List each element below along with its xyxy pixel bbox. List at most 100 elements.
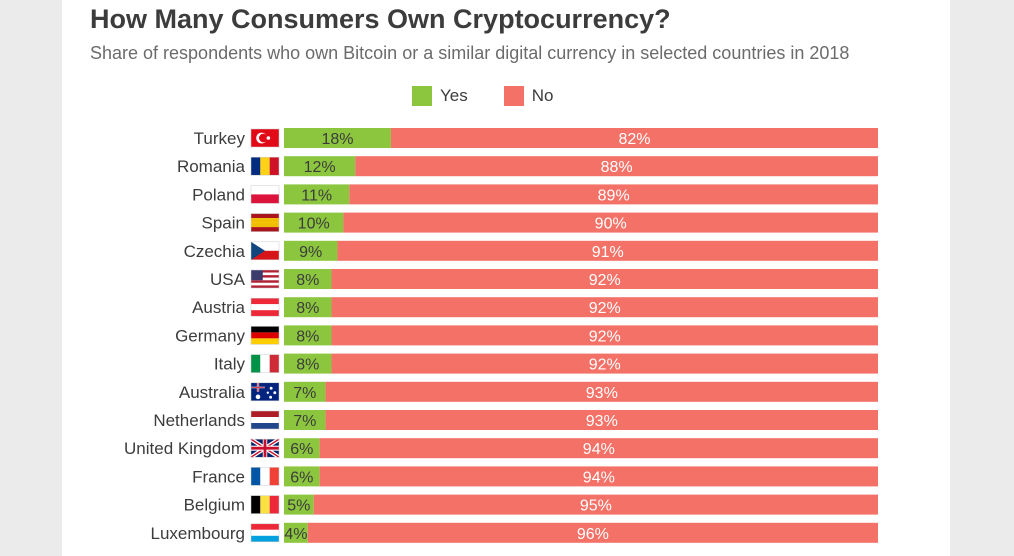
category-label: Italy	[214, 355, 246, 374]
bar-yes	[284, 353, 332, 374]
bar-no	[337, 240, 879, 261]
legend-label-yes: Yes	[440, 86, 468, 105]
data-label-yes: 6%	[290, 469, 313, 486]
spain-flag-icon	[250, 213, 280, 232]
chart-title: How Many Consumers Own Cryptocurrency?	[90, 4, 671, 34]
legend: Yes No	[412, 85, 553, 107]
czechia-flag-icon	[250, 241, 280, 261]
bar-row-netherlands: Netherlands 7% 93%	[153, 410, 879, 430]
australia-flag-icon	[250, 382, 280, 402]
uk-flag-icon	[249, 437, 281, 459]
data-label-yes: 7%	[293, 413, 316, 430]
italy-flag-icon	[250, 354, 280, 373]
bar-yes	[284, 128, 391, 148]
legend-swatch-no	[503, 86, 524, 106]
data-label-no: 91%	[592, 244, 624, 261]
category-label: France	[192, 467, 245, 486]
bar-no	[325, 381, 879, 402]
bar-yes	[284, 381, 326, 402]
data-label-no: 94%	[583, 469, 615, 486]
france-flag-icon	[250, 467, 280, 486]
bar-yes	[284, 522, 308, 543]
bar-row-austria: Austria 8% 92%	[192, 297, 878, 318]
bar-row-germany: Germany 8% 92%	[175, 325, 878, 346]
bar-yes	[284, 240, 338, 261]
category-label: Czechia	[184, 242, 246, 261]
category-label: Luxembourg	[150, 524, 245, 543]
austria-flag-icon	[250, 297, 280, 317]
data-label-no: 82%	[618, 131, 650, 148]
bar-row-romania: Romania 12% 88%	[177, 156, 878, 177]
bar-row-czechia: Czechia 9% 91%	[184, 240, 879, 261]
germany-flag-icon	[250, 326, 280, 345]
legend-item-no: No	[503, 86, 554, 106]
bar-no	[390, 128, 878, 148]
bar-yes	[284, 438, 320, 459]
bar-row-united-kingdom: United Kingdom 6% 94%	[124, 437, 878, 459]
data-label-no: 93%	[586, 385, 618, 402]
data-label-no: 95%	[580, 498, 612, 515]
bar-no	[307, 522, 878, 543]
turkey-flag-icon	[250, 128, 280, 148]
bar-no	[319, 438, 878, 459]
bar-yes	[284, 269, 332, 289]
bar-no	[343, 212, 878, 233]
category-label: Belgium	[184, 496, 245, 515]
bar-yes	[284, 325, 332, 346]
legend-item-yes: Yes	[412, 86, 468, 106]
data-label-yes: 8%	[296, 357, 319, 374]
bar-chart: Turkey 18% 82% Romania 12% 88% Poland 11% 89% Spa…	[124, 128, 879, 543]
category-label: Austria	[192, 298, 245, 317]
data-label-yes: 18%	[321, 131, 353, 148]
chart-card: How Many Consumers Own Cryptocurrency? S…	[62, 0, 950, 556]
category-label: United Kingdom	[124, 439, 245, 458]
category-label: USA	[210, 270, 246, 289]
bar-row-turkey: Turkey 18% 82%	[194, 128, 878, 148]
data-label-no: 96%	[577, 526, 609, 543]
bar-no	[355, 156, 878, 177]
data-label-yes: 4%	[284, 526, 307, 543]
bar-row-france: France 6% 94%	[192, 466, 878, 487]
data-label-yes: 12%	[304, 159, 336, 176]
data-label-yes: 8%	[296, 328, 319, 345]
legend-swatch-yes	[412, 86, 432, 106]
bar-row-belgium: Belgium 5% 95%	[184, 494, 878, 515]
bar-yes	[284, 410, 326, 430]
bar-row-luxembourg: Luxembourg 4% 96%	[150, 522, 878, 543]
bar-no	[331, 353, 878, 374]
data-label-no: 92%	[589, 357, 621, 374]
data-label-no: 92%	[589, 328, 621, 345]
category-label: Germany	[175, 326, 245, 345]
bar-yes	[284, 466, 320, 487]
bar-yes	[284, 156, 356, 177]
bar-row-poland: Poland 11% 89%	[192, 184, 879, 205]
bar-no	[325, 410, 879, 430]
romania-flag-icon	[250, 156, 280, 176]
bar-row-australia: Australia 7% 93%	[179, 381, 879, 402]
data-label-no: 92%	[589, 300, 621, 317]
category-label: Poland	[192, 185, 245, 204]
belgium-flag-icon	[250, 495, 280, 514]
data-label-yes: 8%	[296, 272, 319, 289]
bar-no	[313, 494, 878, 515]
bar-row-italy: Italy 8% 92%	[214, 353, 878, 374]
data-label-yes: 7%	[293, 385, 316, 402]
bar-yes	[284, 297, 332, 318]
data-label-yes: 9%	[299, 244, 322, 261]
data-label-no: 90%	[595, 216, 627, 233]
bar-yes	[284, 184, 350, 205]
category-label: Romania	[177, 157, 246, 176]
bar-yes	[284, 212, 344, 233]
bar-row-spain: Spain 10% 90%	[202, 212, 878, 233]
data-label-no: 92%	[589, 272, 621, 289]
bar-yes	[284, 494, 314, 515]
data-label-no: 88%	[601, 159, 633, 176]
data-label-yes: 6%	[290, 441, 313, 458]
chart-subtitle: Share of respondents who own Bitcoin or …	[90, 43, 850, 63]
bar-no	[331, 325, 878, 346]
bar-no	[331, 297, 878, 318]
legend-label-no: No	[531, 86, 554, 105]
category-label: Netherlands	[153, 411, 245, 430]
bar-no	[349, 184, 879, 205]
category-label: Spain	[202, 214, 245, 233]
